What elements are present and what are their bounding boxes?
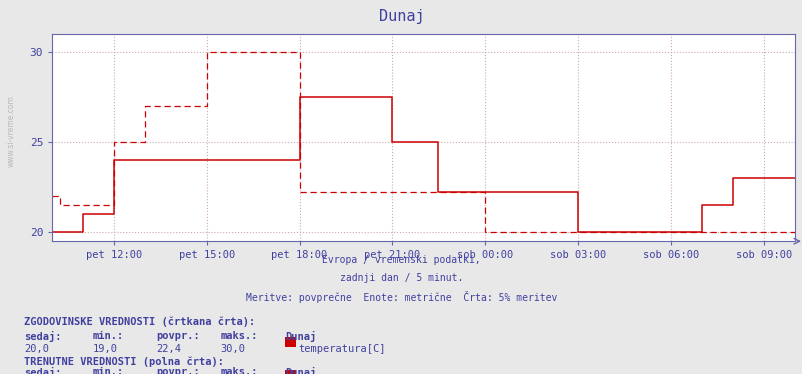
Text: 30,0: 30,0 <box>221 344 245 354</box>
Text: www.si-vreme.com: www.si-vreme.com <box>6 95 15 167</box>
Text: min.:: min.: <box>92 331 124 341</box>
Text: 20,0: 20,0 <box>24 344 49 354</box>
Text: sedaj:: sedaj: <box>24 331 62 342</box>
Text: povpr.:: povpr.: <box>156 367 200 374</box>
Text: Dunaj: Dunaj <box>379 9 423 24</box>
Text: povpr.:: povpr.: <box>156 331 200 341</box>
Text: 22,4: 22,4 <box>156 344 181 354</box>
Text: maks.:: maks.: <box>221 331 258 341</box>
Text: temperatura[C]: temperatura[C] <box>298 344 385 354</box>
Text: Dunaj: Dunaj <box>285 367 316 374</box>
Text: zadnji dan / 5 minut.: zadnji dan / 5 minut. <box>339 273 463 283</box>
Text: min.:: min.: <box>92 367 124 374</box>
Text: 19,0: 19,0 <box>92 344 117 354</box>
Text: Meritve: povprečne  Enote: metrične  Črta: 5% meritev: Meritve: povprečne Enote: metrične Črta:… <box>245 291 557 303</box>
Text: sedaj:: sedaj: <box>24 367 62 374</box>
Text: maks.:: maks.: <box>221 367 258 374</box>
Text: Evropa / vremenski podatki,: Evropa / vremenski podatki, <box>322 255 480 265</box>
Text: Dunaj: Dunaj <box>285 331 316 342</box>
Text: ZGODOVINSKE VREDNOSTI (črtkana črta):: ZGODOVINSKE VREDNOSTI (črtkana črta): <box>24 316 255 327</box>
Text: TRENUTNE VREDNOSTI (polna črta):: TRENUTNE VREDNOSTI (polna črta): <box>24 356 224 367</box>
